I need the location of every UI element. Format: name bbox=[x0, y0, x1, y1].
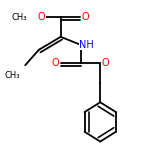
Text: NH: NH bbox=[79, 40, 94, 50]
Text: O: O bbox=[81, 12, 89, 22]
Text: O: O bbox=[51, 58, 59, 68]
Text: CH₃: CH₃ bbox=[4, 71, 20, 80]
Text: O: O bbox=[102, 58, 110, 68]
Text: O: O bbox=[38, 12, 45, 22]
Text: CH₃: CH₃ bbox=[11, 13, 27, 22]
